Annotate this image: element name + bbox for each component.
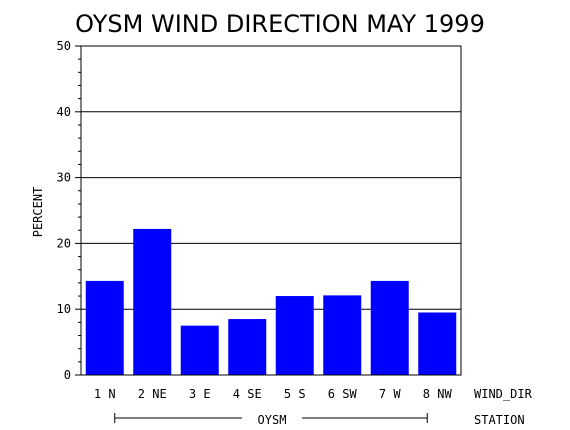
bars [85,228,457,375]
bar-8 [418,312,457,375]
station-group-bracket [114,413,428,423]
y-tick-label: 0 [64,368,71,382]
bar-1 [85,280,124,375]
x-tick-label: 3 E [189,387,211,401]
y-axis-label: PERCENT [31,187,45,238]
y-axis: 0 10 20 30 40 50 [57,39,81,382]
y-tick-label: 20 [57,236,71,250]
y-tick-label: 40 [57,105,71,119]
bar-4 [228,319,267,375]
station-axis-label: STATION [474,413,525,427]
y-tick-label: 30 [57,171,71,185]
bar-3 [180,325,219,375]
x-axis-label: WIND_DIR [474,387,533,401]
bar-5 [275,296,314,375]
x-tick-labels: 1 N 2 NE 3 E 4 SE 5 S 6 SW 7 W 8 NW [94,387,453,401]
plot-frame [80,45,462,376]
x-tick-label: 8 NW [423,387,453,401]
x-tick-label: 4 SE [233,387,262,401]
bar-6 [323,295,362,375]
x-tick-label: 6 SW [328,387,358,401]
y-tick-label: 10 [57,302,71,316]
x-tick-label: 7 W [379,387,401,401]
x-tick-label: 5 S [284,387,306,401]
bar-2 [133,228,172,375]
x-tick-label: 2 NE [138,387,167,401]
y-tick-label: 50 [57,39,71,53]
bar-7 [370,280,409,375]
x-tick-label: 1 N [94,387,116,401]
chart-title: OYSM WIND DIRECTION MAY 1999 [75,10,485,38]
station-group-label: OYSM [258,413,287,427]
